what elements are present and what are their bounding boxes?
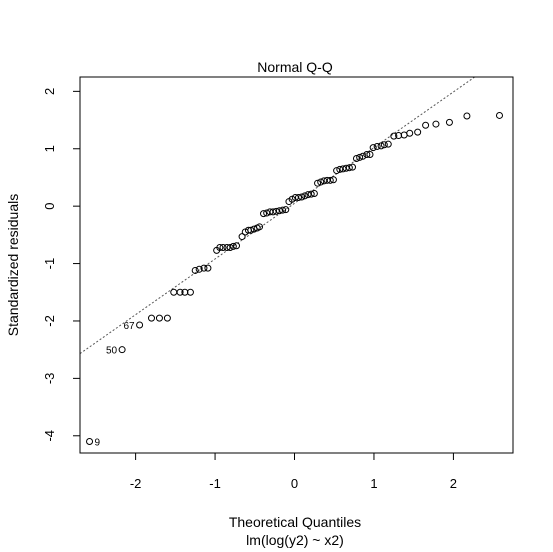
y-tick-label: -3: [42, 373, 57, 385]
qq-point: [345, 164, 353, 172]
qq-point: [229, 242, 237, 250]
qq-point: [366, 150, 374, 158]
model-subtitle: lm(log(y2) ~ x2): [246, 532, 344, 548]
qq-point: [176, 288, 184, 296]
qq-point: [269, 208, 277, 216]
qq-point: [223, 243, 231, 251]
qq-point: [445, 118, 453, 126]
qq-point: [256, 223, 264, 231]
qq-point: [356, 153, 364, 161]
qq-point: [301, 192, 309, 200]
qq-point: [263, 209, 271, 217]
qq-point: [294, 194, 302, 202]
qq-point: [422, 121, 430, 129]
qq-point: [186, 288, 194, 296]
qq-point: [377, 142, 385, 150]
x-tick-label: -1: [209, 476, 221, 491]
qq-point: [336, 165, 344, 173]
y-tick-label: -2: [42, 315, 57, 327]
x-axis: -2 -1 0 1 2: [130, 453, 457, 491]
chart-title: Normal Q-Q: [257, 59, 333, 75]
qq-point: [384, 140, 392, 148]
qq-point: [342, 164, 350, 172]
qq-point: [200, 264, 208, 272]
qq-point: [148, 314, 156, 322]
x-axis-label: Theoretical Quantiles: [229, 514, 361, 530]
qq-point: [317, 178, 325, 186]
y-tick-label: 2: [42, 88, 57, 95]
qq-point: [238, 233, 246, 241]
x-tick-label: 1: [370, 476, 377, 491]
qq-point: [463, 112, 471, 120]
qq-point: [390, 132, 398, 140]
qq-point: [349, 163, 357, 171]
qq-point: [272, 207, 280, 215]
qq-point: [380, 141, 388, 149]
qq-point: [339, 165, 347, 173]
y-tick-label: -1: [42, 258, 57, 270]
point-annotation: 9: [95, 438, 101, 449]
qq-point: [155, 314, 163, 322]
point-annotation: 50: [106, 346, 118, 357]
qq-point: [406, 129, 414, 137]
qq-point: [326, 176, 334, 184]
qq-point: [359, 152, 367, 160]
qq-point: [314, 179, 322, 187]
qq-point: [279, 206, 287, 214]
y-tick-label: 0: [42, 203, 57, 210]
qq-point: [163, 314, 171, 322]
x-tick-label: 0: [291, 476, 298, 491]
qq-point: [414, 128, 422, 136]
qq-point: [310, 190, 318, 198]
qq-point: [373, 142, 381, 150]
y-axis-label: Standardized residuals: [5, 194, 21, 336]
y-tick-label: 1: [42, 145, 57, 152]
qq-point: [191, 266, 199, 274]
y-tick-label: -4: [42, 430, 57, 442]
qq-point: [195, 265, 203, 273]
qq-point: [352, 155, 360, 163]
qq-point: [118, 346, 126, 354]
data-points: [86, 111, 503, 446]
qq-point: [204, 264, 212, 272]
qq-point: [226, 243, 234, 251]
qq-point: [307, 190, 315, 198]
qq-point: [304, 191, 312, 199]
qq-point: [233, 242, 241, 250]
point-annotation: 67: [123, 321, 135, 332]
qq-point: [333, 167, 341, 175]
qq-point: [282, 206, 290, 214]
x-tick-label: 2: [450, 476, 457, 491]
qq-point: [170, 288, 178, 296]
plot-frame: [79, 76, 514, 454]
qq-point: [247, 226, 255, 234]
qq-point: [298, 193, 306, 201]
x-tick-label: -2: [130, 476, 142, 491]
qq-point: [260, 210, 268, 218]
qq-point: [432, 120, 440, 128]
qq-point: [86, 438, 94, 446]
qq-point: [369, 144, 377, 152]
y-axis: -4 -3 -2 -1 0 1 2: [42, 88, 80, 442]
qq-point: [363, 150, 371, 158]
qq-point: [216, 243, 224, 251]
qq-point: [495, 111, 503, 119]
qq-point: [329, 176, 337, 184]
qq-point: [275, 207, 283, 215]
qq-point: [136, 321, 144, 329]
qq-point: [219, 243, 227, 251]
qq-reference-line: [80, 77, 476, 355]
reference-line-group: [80, 77, 476, 355]
point-annotations: 9 50 67: [95, 321, 135, 449]
